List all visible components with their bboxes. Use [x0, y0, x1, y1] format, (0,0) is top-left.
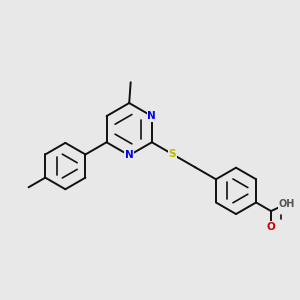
Text: S: S: [169, 149, 176, 159]
Text: N: N: [148, 111, 156, 121]
Text: N: N: [125, 150, 134, 160]
Text: O: O: [267, 221, 275, 232]
Text: OH: OH: [279, 199, 296, 208]
